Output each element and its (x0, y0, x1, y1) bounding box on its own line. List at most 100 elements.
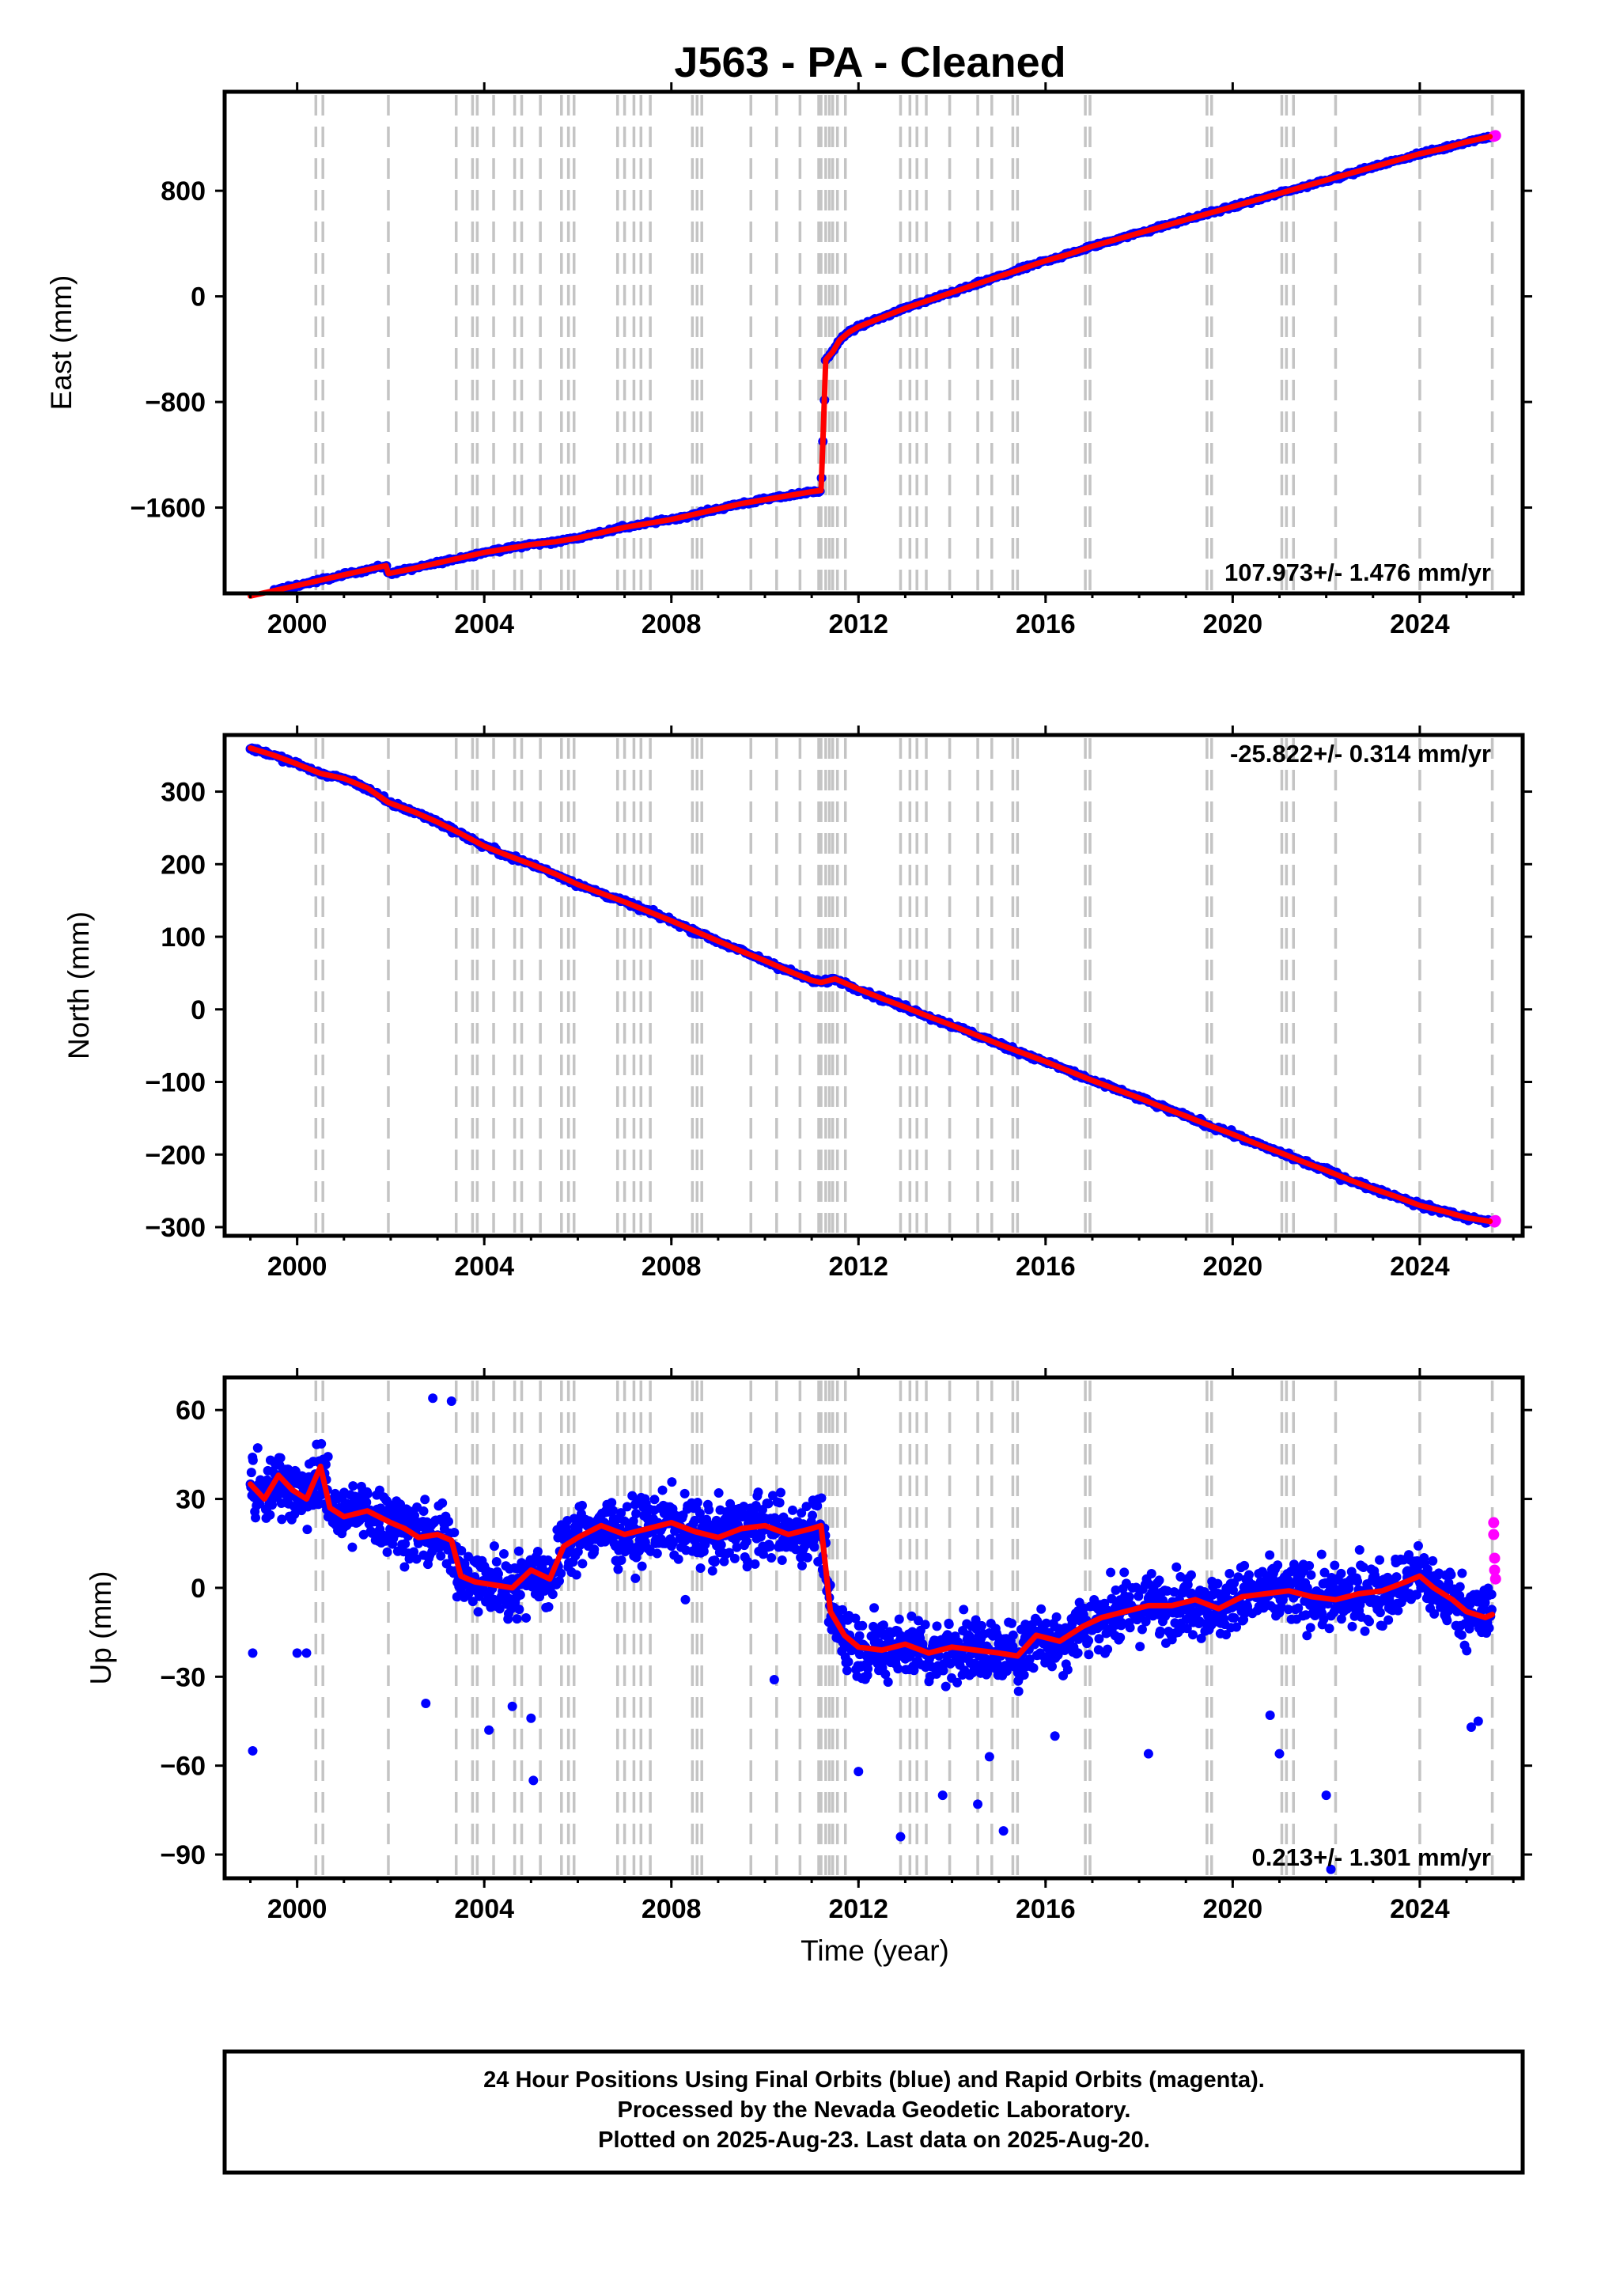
x-tick-label: 2004 (454, 1894, 514, 1924)
y-tick-label: 800 (161, 176, 206, 206)
final-orbit-point (1134, 1591, 1144, 1601)
final-orbit-point (758, 1549, 768, 1559)
final-orbit-point (1221, 1630, 1232, 1640)
final-orbit-point (791, 1544, 801, 1555)
final-orbit-point (1293, 1603, 1304, 1613)
panel-east: 2000 2004 2008 2012 2016 2020 2024 800 0 −800 −160… (45, 82, 1532, 639)
final-orbit-point (1051, 1612, 1062, 1622)
final-orbit-point (473, 1607, 483, 1617)
final-orbit-point (1137, 1624, 1147, 1635)
final-orbit-point (428, 1393, 438, 1404)
panel-north: 2000 2004 2008 2012 2016 2020 2024 300 200 100 0 −1… (62, 726, 1532, 1282)
final-orbit-point (499, 1549, 509, 1559)
final-orbit-point (630, 1573, 641, 1583)
final-orbit-point (1473, 1716, 1483, 1726)
final-orbit-point (374, 1485, 384, 1495)
final-orbit-point (323, 1452, 333, 1462)
final-orbit-point (1062, 1665, 1073, 1675)
final-orbit-point (854, 1631, 865, 1641)
event-lines (314, 1381, 1494, 1875)
final-orbit-point (637, 1561, 647, 1571)
final-orbit-point (704, 1505, 714, 1515)
final-orbit-point (1455, 1582, 1465, 1592)
footer-frame (222, 2049, 1525, 2175)
final-orbit-point (1007, 1618, 1017, 1628)
final-orbit-point (248, 1648, 258, 1658)
final-orbit-point (1412, 1589, 1422, 1600)
final-orbit-point (1050, 1731, 1060, 1741)
final-orbit-point (1336, 1568, 1346, 1578)
final-orbit-point (1265, 1710, 1275, 1720)
final-orbit-point (1182, 1623, 1192, 1634)
final-orbit-point (616, 1555, 626, 1566)
velocity-rate-label: 0.213+/- 1.301 mm/yr (1252, 1843, 1491, 1871)
final-orbit-point (1240, 1560, 1250, 1570)
final-orbit-point (1446, 1570, 1456, 1580)
final-orbit-point (1047, 1661, 1058, 1672)
final-orbit-point (1084, 1650, 1094, 1660)
final-orbit-point (741, 1536, 751, 1547)
velocity-rate-label: 107.973+/- 1.476 mm/yr (1224, 559, 1491, 586)
final-orbit-point (920, 1620, 930, 1630)
final-orbit-point (409, 1510, 419, 1521)
final-orbit-point (622, 1502, 632, 1512)
rapid-orbit-point (1489, 1214, 1501, 1226)
panel-up: 2000 2004 2008 2012 2016 2020 2024 60 30 0 −30 −60 −… (85, 1368, 1532, 1924)
final-orbit-point (1084, 1635, 1094, 1646)
final-orbit-point (667, 1477, 677, 1487)
final-orbit-point (1480, 1597, 1490, 1608)
plot-frame (222, 1375, 1525, 1881)
final-orbit-point (1358, 1562, 1368, 1572)
final-orbit-point (878, 1620, 888, 1631)
final-orbit-point (1283, 1605, 1293, 1615)
rapid-orbit-point (1488, 1529, 1500, 1540)
final-orbit-point (774, 1498, 785, 1508)
final-orbit-point (399, 1562, 410, 1572)
final-orbit-point (1094, 1634, 1104, 1644)
final-orbit-point (1428, 1555, 1438, 1566)
x-tick-label: 2020 (1203, 609, 1263, 639)
footer-line-2: Processed by the Nevada Geodetic Laborat… (618, 2097, 1131, 2123)
final-orbit-point (802, 1552, 812, 1563)
final-orbit-point (743, 1556, 753, 1567)
final-orbit-point (547, 1589, 558, 1600)
final-orbit-point (808, 1510, 818, 1521)
final-orbit-point (512, 1614, 522, 1624)
final-orbit-point (707, 1566, 717, 1576)
final-orbit-point (489, 1541, 499, 1552)
final-orbit-point (421, 1699, 431, 1709)
rapid-orbit-point (1489, 130, 1501, 142)
final-orbit-point (1413, 1540, 1423, 1551)
y-tick-label: 200 (161, 850, 206, 880)
final-orbit-point (893, 1664, 903, 1674)
final-orbit-point (710, 1557, 720, 1567)
final-orbit-point (1111, 1585, 1121, 1595)
final-orbit-point (1457, 1568, 1467, 1578)
final-orbit-point (1321, 1790, 1331, 1801)
final-orbit-point (1466, 1722, 1476, 1732)
final-orbit-point (571, 1570, 581, 1580)
y-tick-label: −60 (160, 1752, 206, 1782)
final-orbit-point (895, 1832, 906, 1842)
final-orbit-point (248, 1745, 258, 1756)
final-orbit-point (446, 1396, 456, 1406)
x-tick-label: 2012 (828, 609, 888, 639)
final-orbit-point (853, 1767, 864, 1777)
final-orbit-point (513, 1546, 524, 1556)
y-tick-label: −90 (160, 1840, 206, 1870)
x-tick-label: 2008 (642, 1252, 702, 1282)
final-orbit-point (1154, 1575, 1164, 1586)
final-orbit-point (348, 1481, 358, 1491)
final-orbit-point (1383, 1615, 1394, 1625)
final-orbit-point (376, 1503, 386, 1514)
final-orbit-point (1442, 1616, 1452, 1626)
final-orbit-point (437, 1498, 448, 1508)
final-orbit-point (797, 1508, 807, 1518)
final-orbit-point (1393, 1605, 1403, 1616)
final-orbit-point (998, 1826, 1009, 1836)
y-tick-label: 0 (191, 995, 206, 1025)
final-orbit-point (1319, 1614, 1329, 1624)
y-tick-label: −200 (145, 1140, 206, 1170)
x-tick-label: 2008 (642, 1894, 702, 1924)
final-orbit-point (1243, 1570, 1254, 1580)
